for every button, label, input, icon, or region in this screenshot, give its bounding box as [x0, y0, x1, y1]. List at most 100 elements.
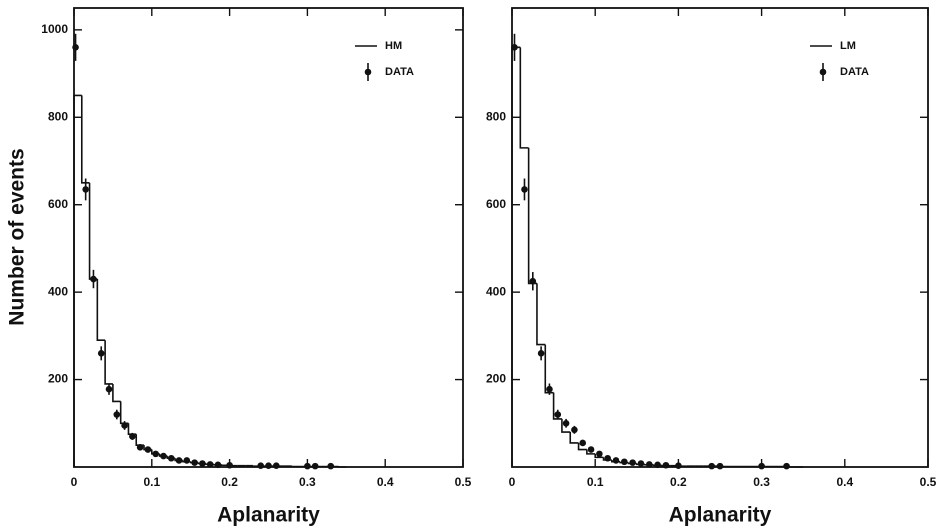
data-point: [167, 454, 175, 462]
data-point: [604, 454, 611, 462]
legend-marker: [819, 68, 827, 76]
y-tick-label: 400: [48, 284, 68, 298]
histogram-step: [127, 423, 137, 436]
x-tick-label: 0.2: [221, 475, 238, 489]
data-point: [304, 462, 311, 470]
legend-label: DATA: [385, 66, 414, 78]
histogram-step: [112, 383, 121, 403]
x-tick-label: 0: [509, 475, 516, 489]
y-axis-label: Number of events: [6, 148, 29, 325]
x-tick-label: 0.5: [455, 475, 472, 489]
histogram-step: [119, 401, 129, 425]
data-point: [783, 462, 790, 470]
data-point: [562, 419, 570, 427]
y-tick-label: 200: [48, 372, 68, 386]
y-tick-label: 600: [48, 197, 68, 211]
x-tick-label: 0.3: [299, 475, 316, 489]
data-point: [265, 462, 272, 469]
data-point: [554, 411, 562, 418]
histogram-step: [80, 95, 90, 184]
x-tick-label: 0.2: [670, 475, 687, 489]
data-point: [571, 426, 578, 434]
histogram-step: [104, 340, 113, 385]
data-point: [272, 462, 280, 469]
data-point: [758, 462, 765, 470]
histogram-step: [519, 47, 529, 149]
data-point: [257, 462, 265, 469]
data-point: [637, 460, 645, 467]
data-point: [662, 461, 670, 469]
legend-label: LM: [840, 40, 856, 52]
x-tick-label: 0.1: [587, 475, 604, 489]
data-point: [546, 385, 553, 393]
data-point: [160, 452, 167, 460]
data-point: [621, 458, 628, 466]
data-point: [596, 450, 603, 458]
data-point: [612, 457, 620, 464]
histogram-step: [511, 46, 521, 467]
data-point: [144, 446, 152, 453]
data-point: [175, 457, 183, 464]
histogram-step: [552, 392, 562, 420]
data-point: [152, 450, 159, 458]
data-point: [72, 44, 79, 51]
data-point: [708, 462, 715, 470]
data-point: [129, 433, 136, 440]
data-point: [206, 461, 214, 468]
histogram-step: [594, 453, 604, 459]
x-tick-label: 0.4: [377, 475, 394, 489]
data-point: [121, 422, 128, 429]
y-tick-label: 400: [486, 284, 506, 298]
x-axis-label: Aplanarity: [669, 504, 772, 527]
histogram-step: [569, 432, 579, 444]
y-tick-label: 200: [486, 372, 506, 386]
histogram-step: [561, 418, 571, 433]
data-point: [511, 44, 518, 51]
data-point: [90, 275, 97, 283]
data-point: [654, 461, 661, 469]
histogram-step: [88, 182, 98, 280]
histogram-step: [96, 279, 106, 342]
data-point: [82, 186, 89, 193]
histogram-step: [586, 449, 596, 455]
data-point: [226, 461, 233, 469]
data-point: [214, 461, 222, 469]
legend-label: DATA: [840, 66, 869, 78]
data-point: [311, 462, 319, 470]
histogram-step: [577, 442, 587, 451]
data-point: [529, 277, 537, 285]
x-axis-label: Aplanarity: [217, 504, 320, 527]
data-point: [629, 459, 636, 466]
data-point: [183, 457, 191, 464]
data-point: [716, 462, 724, 470]
data-point: [199, 460, 206, 467]
x-tick-label: 0.4: [836, 475, 853, 489]
legend-label: HM: [385, 40, 402, 52]
histogram-step: [536, 283, 546, 346]
data-point: [105, 385, 113, 393]
histogram-step: [73, 94, 82, 467]
x-tick-label: 0.5: [920, 475, 937, 489]
y-tick-label: 800: [48, 109, 68, 123]
x-tick-label: 0.3: [753, 475, 770, 489]
data-point: [579, 439, 587, 447]
y-tick-label: 600: [486, 197, 506, 211]
data-point: [675, 462, 682, 469]
y-tick-label: 1000: [41, 22, 68, 36]
data-point: [327, 462, 335, 470]
data-point: [191, 459, 198, 466]
data-point: [587, 446, 595, 453]
legend-marker: [364, 68, 372, 76]
x-tick-label: 0.1: [143, 475, 160, 489]
data-point: [97, 350, 105, 357]
data-point: [537, 350, 545, 357]
histogram-step: [544, 344, 554, 394]
y-tick-label: 800: [486, 109, 506, 123]
histogram-step: [135, 434, 145, 446]
data-point: [136, 444, 144, 451]
data-point: [521, 186, 528, 193]
x-tick-label: 0: [71, 475, 78, 489]
histogram-step: [527, 147, 537, 285]
data-point: [645, 461, 653, 468]
